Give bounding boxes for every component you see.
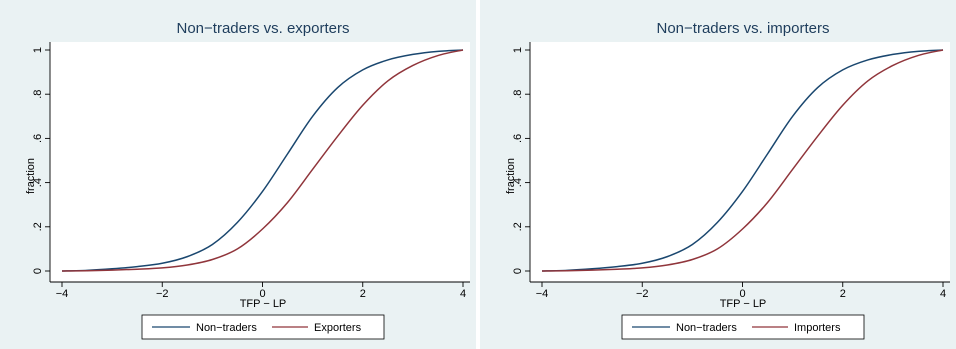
y-tick-label: 0 — [512, 268, 524, 274]
legend: Non−traders Importers — [621, 314, 865, 340]
chart-exporters: Non−traders vs. exporters fraction TFP −… — [0, 0, 476, 349]
series-lines — [541, 49, 944, 272]
legend: Non−traders Exporters — [141, 314, 385, 340]
legend-label-non-traders: Non−traders — [196, 322, 257, 334]
series-line-importers — [541, 49, 944, 272]
x-tick-label: 4 — [460, 288, 466, 300]
y-tick-label: .8 — [32, 90, 44, 99]
x-tick-label: −4 — [56, 288, 69, 300]
y-tick-label: .6 — [32, 134, 44, 143]
x-tick-label: 0 — [739, 288, 745, 300]
x-tick-label: −2 — [636, 288, 649, 300]
y-tick-label: .8 — [512, 90, 524, 99]
y-tick-label: .6 — [512, 134, 524, 143]
series-line-non-traders — [541, 49, 944, 272]
x-axis-label: TFP − LP — [240, 298, 287, 310]
plot-area — [530, 42, 950, 282]
y-axis-label: fraction — [25, 158, 37, 194]
chart-title: Non−traders vs. exporters — [177, 20, 350, 37]
y-tick-label: 1 — [32, 47, 44, 53]
legend-label-importers: Importers — [794, 322, 841, 334]
y-tick-label: .2 — [32, 222, 44, 231]
chart-importers: Non−traders vs. importers fraction TFP −… — [480, 0, 956, 349]
series-line-non-traders — [61, 49, 464, 272]
chart-title: Non−traders vs. importers — [657, 20, 830, 37]
axes: 0 .2 .4 .6 .8 1 −4 −2 0 2 4 — [32, 42, 470, 300]
x-tick-label: 2 — [360, 288, 366, 300]
chart-panel-importers: Non−traders vs. importers fraction TFP −… — [480, 0, 956, 349]
series-lines — [61, 49, 464, 272]
y-tick-label: .2 — [512, 222, 524, 231]
legend-label-non-traders: Non−traders — [676, 322, 737, 334]
x-tick-label: −4 — [536, 288, 549, 300]
x-tick-label: 0 — [259, 288, 265, 300]
series-line-exporters — [61, 49, 464, 272]
x-axis-label: TFP − LP — [720, 298, 767, 310]
x-tick-label: −2 — [156, 288, 169, 300]
y-tick-label: 0 — [32, 268, 44, 274]
x-tick-label: 4 — [940, 288, 946, 300]
legend-label-exporters: Exporters — [314, 322, 362, 334]
x-tick-label: 2 — [840, 288, 846, 300]
y-tick-label: .4 — [512, 178, 524, 187]
y-tick-label: 1 — [512, 47, 524, 53]
axes: 0 .2 .4 .6 .8 1 −4 −2 0 2 4 — [512, 42, 950, 300]
plot-area — [50, 42, 470, 282]
chart-panel-exporters: Non−traders vs. exporters fraction TFP −… — [0, 0, 476, 349]
y-axis-label: fraction — [505, 158, 517, 194]
y-tick-label: .4 — [32, 178, 44, 187]
